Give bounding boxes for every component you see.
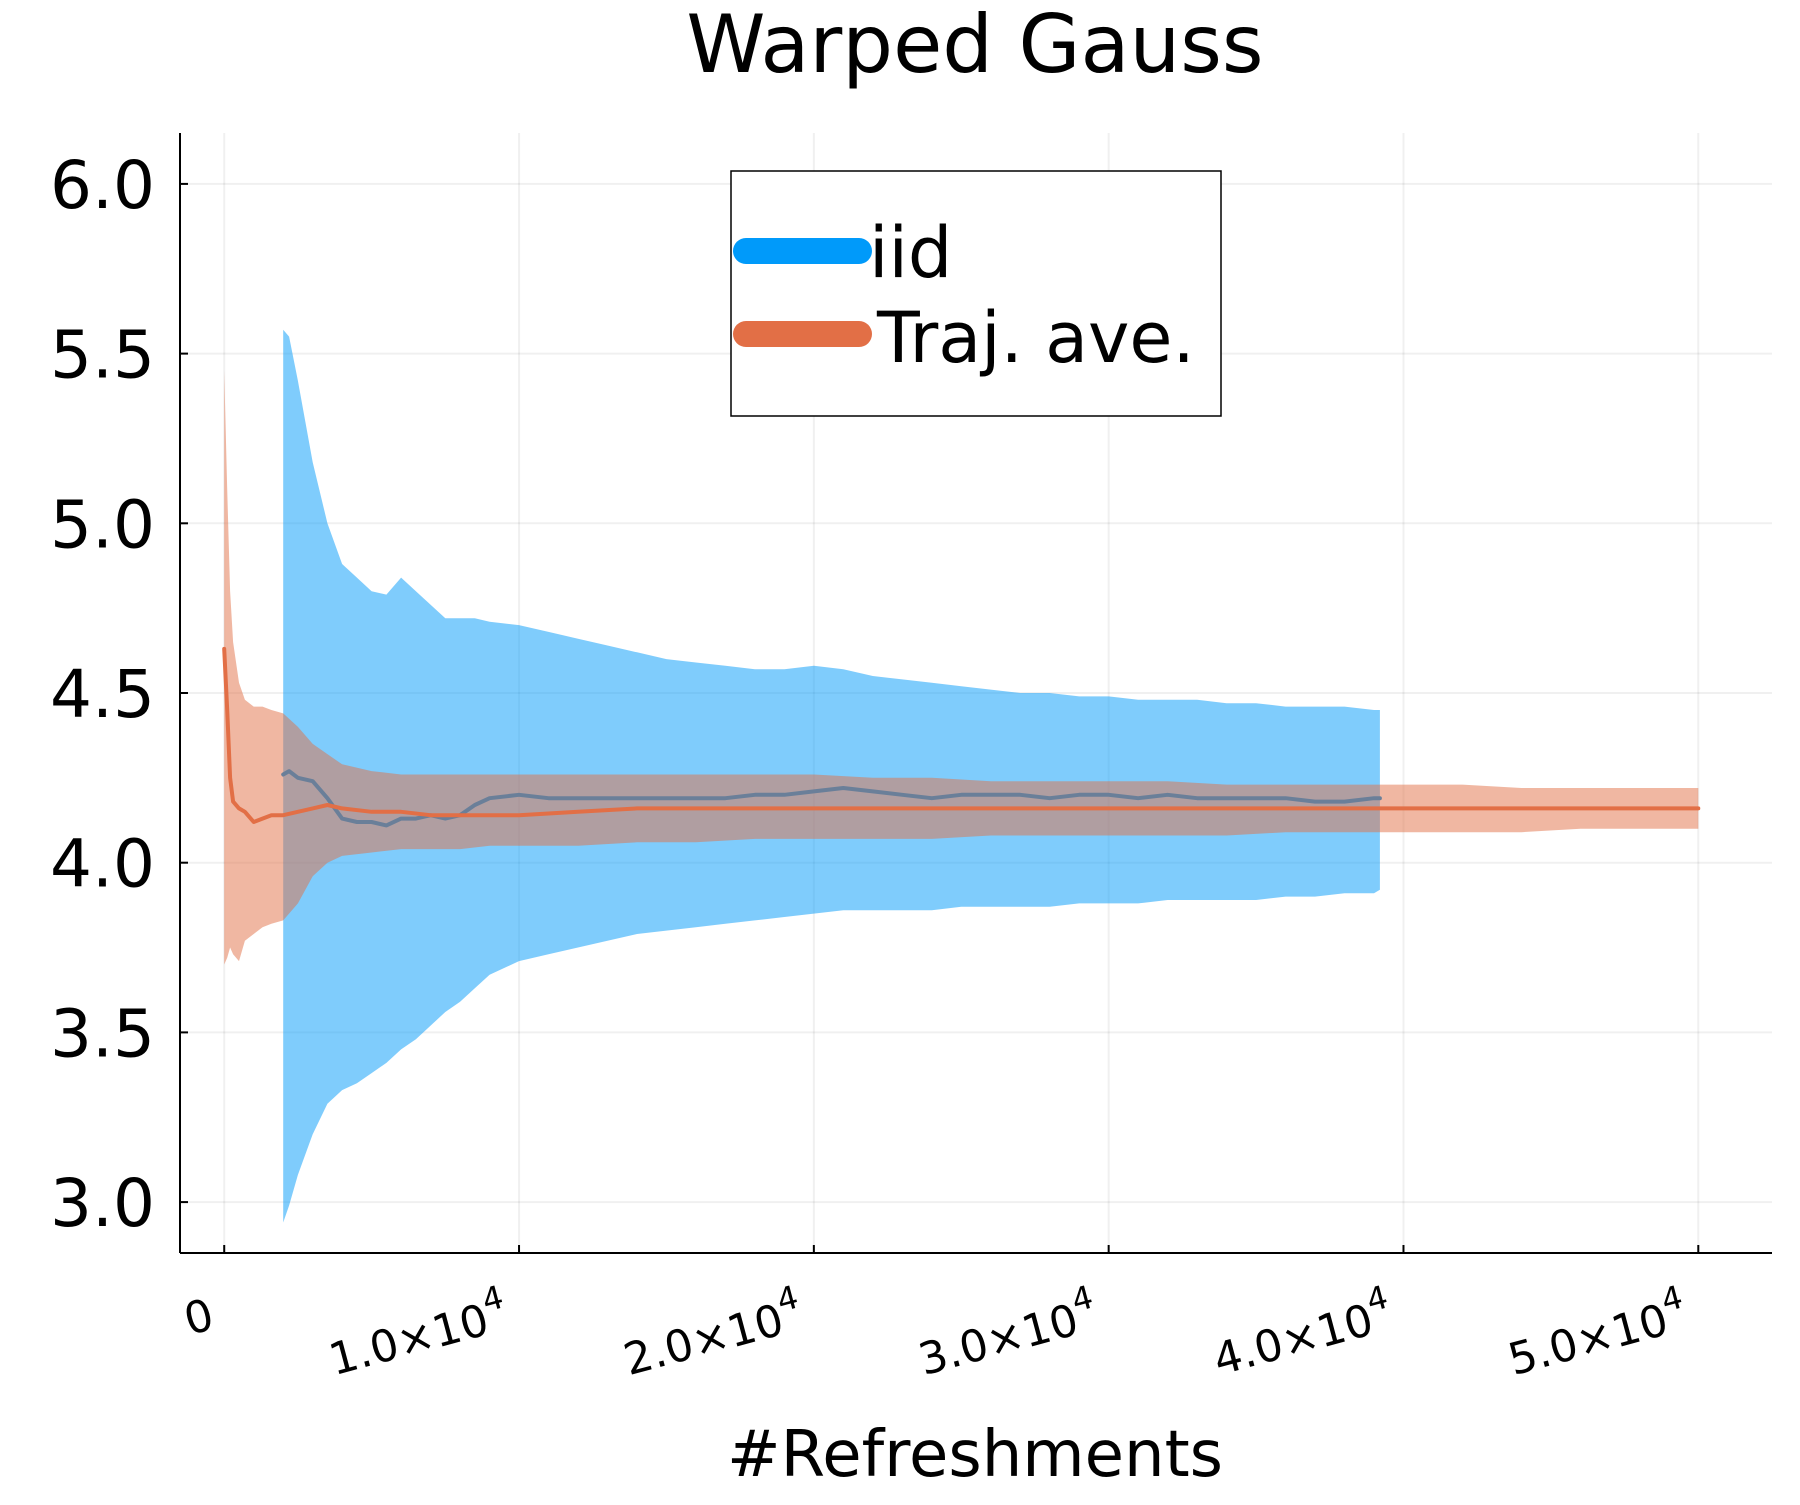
y-tick-label: 4.0 <box>50 826 155 903</box>
y-tick-label: 3.5 <box>50 995 155 1072</box>
y-tick-label: 5.0 <box>50 486 155 563</box>
band-layer <box>224 329 1699 1223</box>
legend-label-iid: iid <box>869 212 952 294</box>
y-tick-label: 3.0 <box>50 1165 155 1242</box>
chart-title: Warped Gauss <box>686 0 1263 91</box>
x-axis-label: #Refreshments <box>727 1418 1223 1492</box>
y-tick-label: 4.5 <box>50 656 155 733</box>
series-line-iid <box>281 769 1382 828</box>
legend-label-traj: Traj. ave. <box>876 297 1195 379</box>
confidence-band-traj <box>224 370 1699 965</box>
legend: iid Traj. ave. <box>730 170 1222 417</box>
legend-box <box>730 170 1222 417</box>
series-line-traj <box>222 646 1701 824</box>
y-tick-label: 6.0 <box>50 147 155 224</box>
y-tick-label: 5.5 <box>50 317 155 394</box>
line-layer <box>222 646 1701 828</box>
